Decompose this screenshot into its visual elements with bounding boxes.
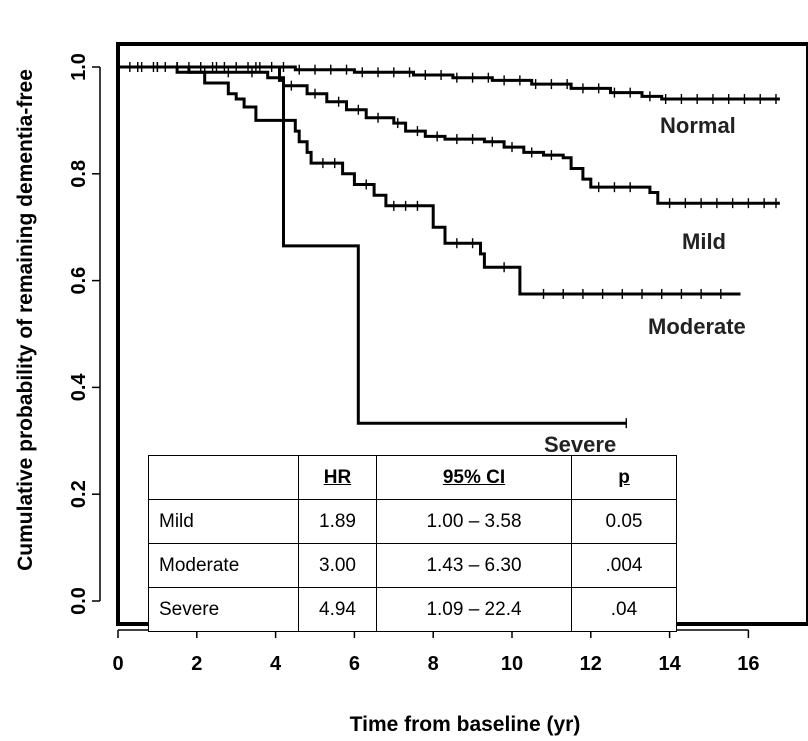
survival-curves xyxy=(118,62,780,429)
y-axis-title: Cumulative probability of remaining deme… xyxy=(14,69,37,571)
series-line-moderate xyxy=(118,65,741,296)
table-cell: 1.89 xyxy=(298,499,377,544)
table-header-row: HR 95% CI p xyxy=(148,455,677,500)
x-tick-label: 14 xyxy=(658,653,681,675)
series-line-normal xyxy=(118,65,780,101)
table-cell: Mild xyxy=(148,499,299,544)
table-cell: 1.09 – 22.4 xyxy=(376,587,572,632)
x-tick-label: 10 xyxy=(501,653,523,675)
series-line-severe xyxy=(118,65,627,425)
y-tick-label: 0.4 xyxy=(68,373,90,402)
y-tick-label: 0.6 xyxy=(68,267,90,295)
table-cell: .004 xyxy=(571,543,677,588)
table-header-cell xyxy=(148,455,299,500)
series-line-mild xyxy=(118,65,780,205)
x-tick-label: 4 xyxy=(270,653,282,675)
x-tick-label: 0 xyxy=(112,653,123,675)
table-cell: Moderate xyxy=(148,543,299,588)
x-tick-label: 12 xyxy=(580,653,602,675)
table-row: Moderate 3.00 1.43 – 6.30 .004 xyxy=(148,543,677,588)
series-label-severe: Severe xyxy=(544,432,616,457)
table-header-cell: p xyxy=(571,455,677,500)
x-tick-label: 8 xyxy=(428,653,439,675)
x-tick-label: 16 xyxy=(737,653,759,675)
series-label-mild: Mild xyxy=(682,229,726,254)
table-row: Mild 1.89 1.00 – 3.58 0.05 xyxy=(148,499,677,544)
table-cell: 0.05 xyxy=(571,499,677,544)
y-tick-label: 1.0 xyxy=(68,53,90,81)
x-tick-label: 2 xyxy=(191,653,202,675)
hazard-ratio-table: HR 95% CI p Mild 1.89 1.00 – 3.58 0.05 M… xyxy=(148,455,677,632)
x-tick-label: 6 xyxy=(349,653,360,675)
x-axis-title: Time from baseline (yr) xyxy=(350,713,581,736)
y-tick-label: 0.2 xyxy=(68,480,90,508)
table-cell: .04 xyxy=(571,587,677,632)
series-label-moderate: Moderate xyxy=(648,314,746,339)
y-tick-label: 0.0 xyxy=(68,587,90,615)
table-header-cell: HR xyxy=(298,455,377,500)
y-tick-label: 0.8 xyxy=(68,160,90,188)
table-header-cell: 95% CI xyxy=(376,455,572,500)
table-cell: 3.00 xyxy=(298,543,377,588)
table-cell: 4.94 xyxy=(298,587,377,632)
table-cell: Severe xyxy=(148,587,299,632)
x-axis: 0 2 4 6 8 10 12 14 16 xyxy=(112,629,760,675)
series-label-normal: Normal xyxy=(660,113,736,138)
table-row: Severe 4.94 1.09 – 22.4 .04 xyxy=(148,587,677,632)
table-cell: 1.00 – 3.58 xyxy=(376,499,572,544)
y-axis: 0.0 0.2 0.4 0.6 0.8 1.0 xyxy=(68,53,101,615)
table-cell: 1.43 – 6.30 xyxy=(376,543,572,588)
series-labels: Normal Mild Moderate Severe xyxy=(544,113,746,457)
